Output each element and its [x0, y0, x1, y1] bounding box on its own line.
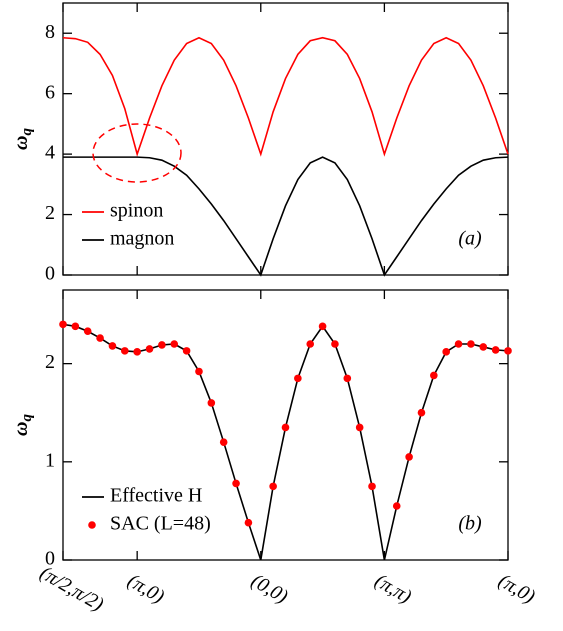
y-tick-label: 2: [45, 202, 55, 224]
y-axis-symbol: ω: [10, 422, 32, 436]
data-point: [294, 374, 302, 383]
y-axis-label: ωq: [10, 414, 36, 436]
data-point: [355, 423, 364, 432]
y-tick-label: 6: [45, 81, 55, 103]
plot-frame: [62, 289, 509, 561]
y-tick-label: 0: [45, 548, 55, 570]
data-point: [417, 408, 426, 417]
data-point: [491, 346, 500, 354]
data-point: [83, 327, 92, 336]
legend-label: spinon: [110, 200, 163, 222]
data-point: [281, 423, 290, 432]
y-tick-label: 1: [45, 449, 55, 471]
data-point: [182, 347, 191, 355]
data-point: [430, 371, 438, 380]
data-point: [479, 343, 488, 351]
panel-label: (a): [458, 228, 482, 250]
data-point: [170, 340, 179, 348]
plot-frame: [62, 2, 509, 276]
panel: 0 2 4 6 8 ωq (a) spinon magnon: [10, 2, 509, 285]
data-point: [331, 340, 339, 348]
data-point: [71, 322, 80, 331]
legend-label: magnon: [110, 228, 174, 250]
data-point: [343, 374, 352, 383]
y-tick-label: 0: [45, 263, 55, 285]
data-point: [219, 438, 228, 446]
data-point: [306, 340, 315, 348]
data-point: [133, 348, 141, 356]
data-point: [96, 334, 104, 342]
data-line: [63, 156, 509, 277]
data-line: [62, 36, 509, 157]
panel-label: (b): [458, 513, 482, 535]
data-point: [195, 367, 203, 376]
data-point: [207, 399, 216, 407]
x-tick-label: (π,π): [371, 570, 416, 608]
x-tick-label: (π,0): [495, 570, 539, 608]
y-tick-label: 8: [45, 21, 55, 43]
data-point: [59, 320, 67, 329]
data-point: [454, 340, 463, 348]
data-point: [158, 341, 166, 349]
data-point: [442, 348, 450, 356]
y-axis-symbol: ω: [10, 136, 32, 150]
data-point: [145, 345, 154, 353]
data-point: [232, 479, 240, 488]
data-point: [368, 482, 376, 491]
x-tick-label: (π,0): [124, 570, 168, 608]
data-point: [318, 322, 327, 331]
x-tick-label: (π/2,π/2): [36, 562, 107, 616]
y-axis-label: ωq: [10, 128, 36, 150]
data-point: [504, 347, 512, 355]
legend-marker: [88, 521, 96, 529]
y-tick-label: 2: [45, 351, 55, 373]
data-point: [121, 347, 129, 355]
y-tick-label: 4: [45, 142, 55, 164]
data-point: [269, 482, 277, 491]
panel: 0 1 2 (π/2,π/2) (π,0) (0,0) (π,π) (π,0) ωq (b) Eff…: [10, 289, 539, 616]
data-point: [467, 340, 475, 348]
y-axis-subscript: q: [19, 414, 35, 422]
data-point: [392, 502, 401, 510]
data-point: [405, 453, 413, 461]
legend-label: Effective H: [110, 485, 202, 507]
data-point: [108, 342, 117, 350]
legend-label: SAC (L=48): [110, 513, 211, 535]
x-tick-label: (0,0): [247, 570, 291, 608]
y-axis-subscript: q: [19, 128, 35, 136]
data-point: [244, 518, 253, 527]
highlight-ellipse: [92, 123, 182, 183]
